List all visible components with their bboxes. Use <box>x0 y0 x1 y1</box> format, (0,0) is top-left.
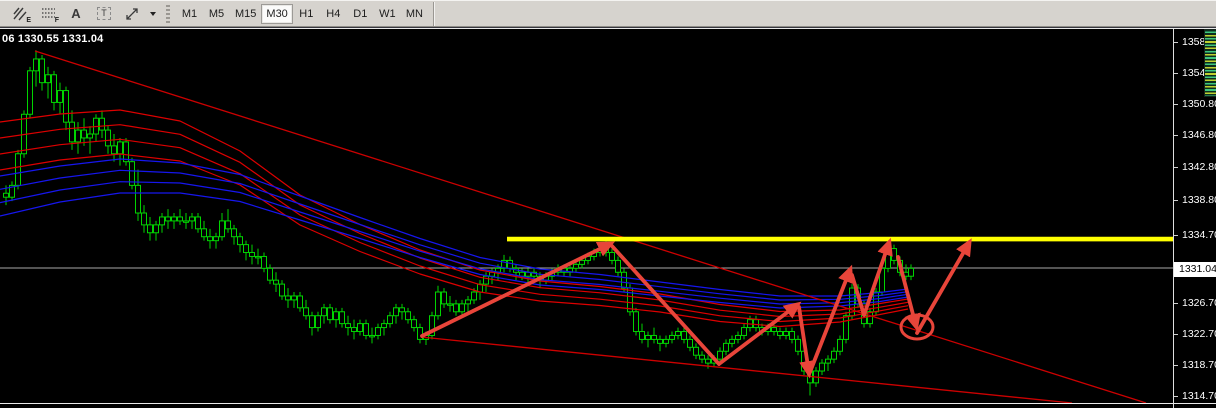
text-label-tool-button[interactable]: T <box>90 3 118 25</box>
chart-area[interactable]: 06 1330.55 1331.04 1358.801354.801350.80… <box>0 28 1216 408</box>
current-price-tag: 1331.04 <box>1174 262 1216 277</box>
axis-tick <box>1174 365 1178 366</box>
arrows-icon <box>126 7 138 20</box>
timeframe-h4[interactable]: H4 <box>320 4 347 24</box>
chart-canvas <box>0 50 1173 404</box>
axis-tick <box>1174 167 1178 168</box>
fibonacci-grid-icon <box>41 8 55 18</box>
timeframe-m15[interactable]: M15 <box>230 4 261 24</box>
chart-bottom-border <box>0 403 1216 404</box>
scrollbar-thumb[interactable] <box>1204 29 1216 97</box>
axis-tick <box>1174 42 1178 43</box>
axis-label: 1314.70 <box>1182 390 1216 402</box>
axis-tick <box>1174 135 1178 136</box>
axis-tick <box>1174 235 1178 236</box>
axis-tick <box>1174 200 1178 201</box>
axis-label: 1326.70 <box>1182 297 1216 309</box>
axis-tick <box>1174 396 1178 397</box>
arrows-dropdown-caret[interactable] <box>146 3 160 25</box>
chart-top-border <box>0 28 1216 29</box>
tool-sub-label: E <box>26 16 31 24</box>
channel-lines-icon <box>12 7 27 21</box>
axis-label: 1342.80 <box>1182 161 1216 173</box>
timeframe-toolbar: M1 M5 M15 M30 H1 H4 D1 W1 MN <box>176 3 428 25</box>
toolbar-separator <box>432 1 434 26</box>
ohlc-readout: 06 1330.55 1331.04 <box>2 33 104 45</box>
text-tool-button[interactable]: A <box>62 3 90 25</box>
axis-tick <box>1174 73 1178 74</box>
axis-label: 1318.70 <box>1182 359 1216 371</box>
axis-label: 1350.80 <box>1182 98 1216 110</box>
axis-label: 1334.70 <box>1182 229 1216 241</box>
axis-tick <box>1174 104 1178 105</box>
timeframe-d1[interactable]: D1 <box>347 4 374 24</box>
toolbar-drag-handle[interactable] <box>166 4 170 23</box>
timeframe-m1[interactable]: M1 <box>176 4 203 24</box>
timeframe-mn[interactable]: MN <box>401 4 428 24</box>
timeframe-w1[interactable]: W1 <box>374 4 401 24</box>
timeframe-h1[interactable]: H1 <box>293 4 320 24</box>
equidistant-channel-tool-button[interactable]: E <box>6 3 34 25</box>
axis-tick <box>1174 334 1178 335</box>
tool-sub-label: F <box>54 16 59 24</box>
fibonacci-tool-button[interactable]: F <box>34 3 62 25</box>
axis-tick <box>1174 303 1178 304</box>
price-axis: 1358.801354.801350.801346.801342.801338.… <box>1173 29 1216 408</box>
text-tool-icon: A <box>71 6 81 21</box>
timeframe-m5[interactable]: M5 <box>203 4 230 24</box>
axis-label: 1338.80 <box>1182 194 1216 206</box>
caret-down-icon <box>150 11 156 16</box>
text-label-icon: T <box>97 7 111 20</box>
arrows-tool-button[interactable] <box>118 3 146 25</box>
axis-label: 1346.80 <box>1182 129 1216 141</box>
axis-label: 1322.70 <box>1182 328 1216 340</box>
toolbar: E F A T M1 M5 M15 M30 H1 H4 D1 W1 MN <box>0 0 1216 28</box>
timeframe-m30[interactable]: M30 <box>261 3 293 24</box>
